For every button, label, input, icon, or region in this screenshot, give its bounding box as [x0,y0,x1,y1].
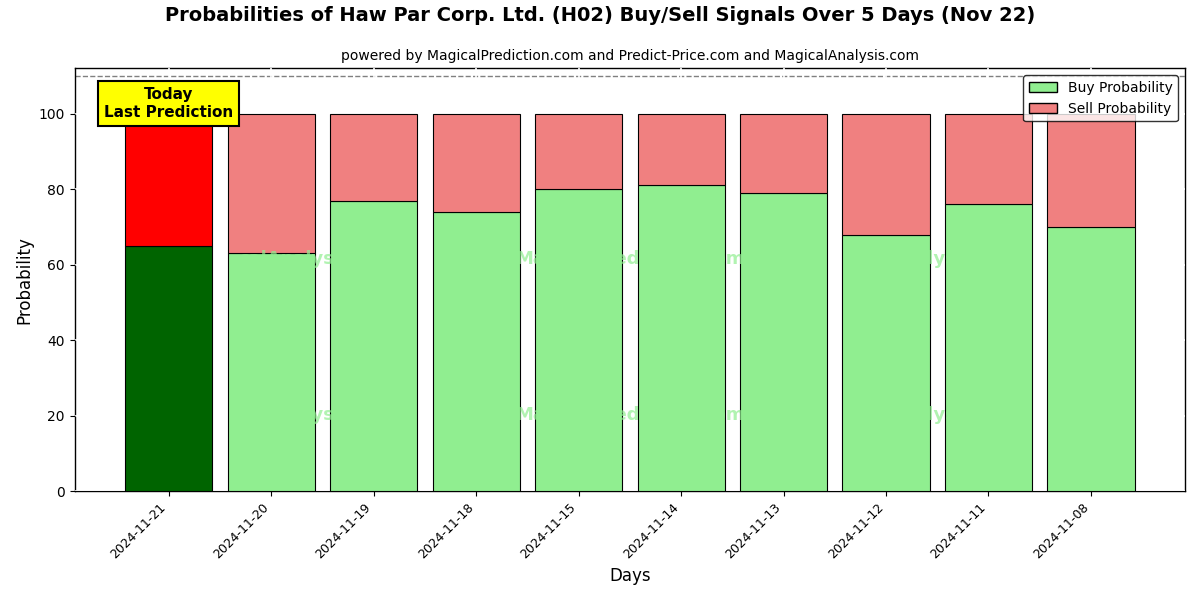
Bar [432,212,520,491]
Bar [330,113,418,200]
Legend: Buy Probability, Sell Probability: Buy Probability, Sell Probability [1024,75,1178,121]
Bar [637,185,725,491]
Bar [432,113,520,212]
Bar [944,113,1032,205]
Text: Today
Last Prediction: Today Last Prediction [104,87,233,119]
Bar [1048,227,1134,491]
X-axis label: Days: Days [610,567,650,585]
Bar [125,246,212,491]
Bar [842,235,930,491]
Bar [944,205,1032,491]
Bar [740,193,827,491]
Bar [740,113,827,193]
Text: Probabilities of Haw Par Corp. Ltd. (H02) Buy/Sell Signals Over 5 Days (Nov 22): Probabilities of Haw Par Corp. Ltd. (H02… [164,6,1036,25]
Bar [125,113,212,246]
Text: calAnalysis.com: calAnalysis.com [239,406,400,424]
Text: calAnalysis.com: calAnalysis.com [860,406,1021,424]
Bar [637,113,725,185]
Bar [330,200,418,491]
Bar [228,253,314,491]
Bar [1048,113,1134,227]
Bar [535,189,622,491]
Bar [535,113,622,189]
Text: MagicalPrediction.com: MagicalPrediction.com [515,406,744,424]
Bar [842,113,930,235]
Bar [228,113,314,253]
Text: MagicalPrediction.com: MagicalPrediction.com [515,250,744,268]
Y-axis label: Probability: Probability [16,236,34,324]
Title: powered by MagicalPrediction.com and Predict-Price.com and MagicalAnalysis.com: powered by MagicalPrediction.com and Pre… [341,49,919,63]
Text: calAnalysis.com: calAnalysis.com [239,250,400,268]
Text: calAnalysis.com: calAnalysis.com [860,250,1021,268]
